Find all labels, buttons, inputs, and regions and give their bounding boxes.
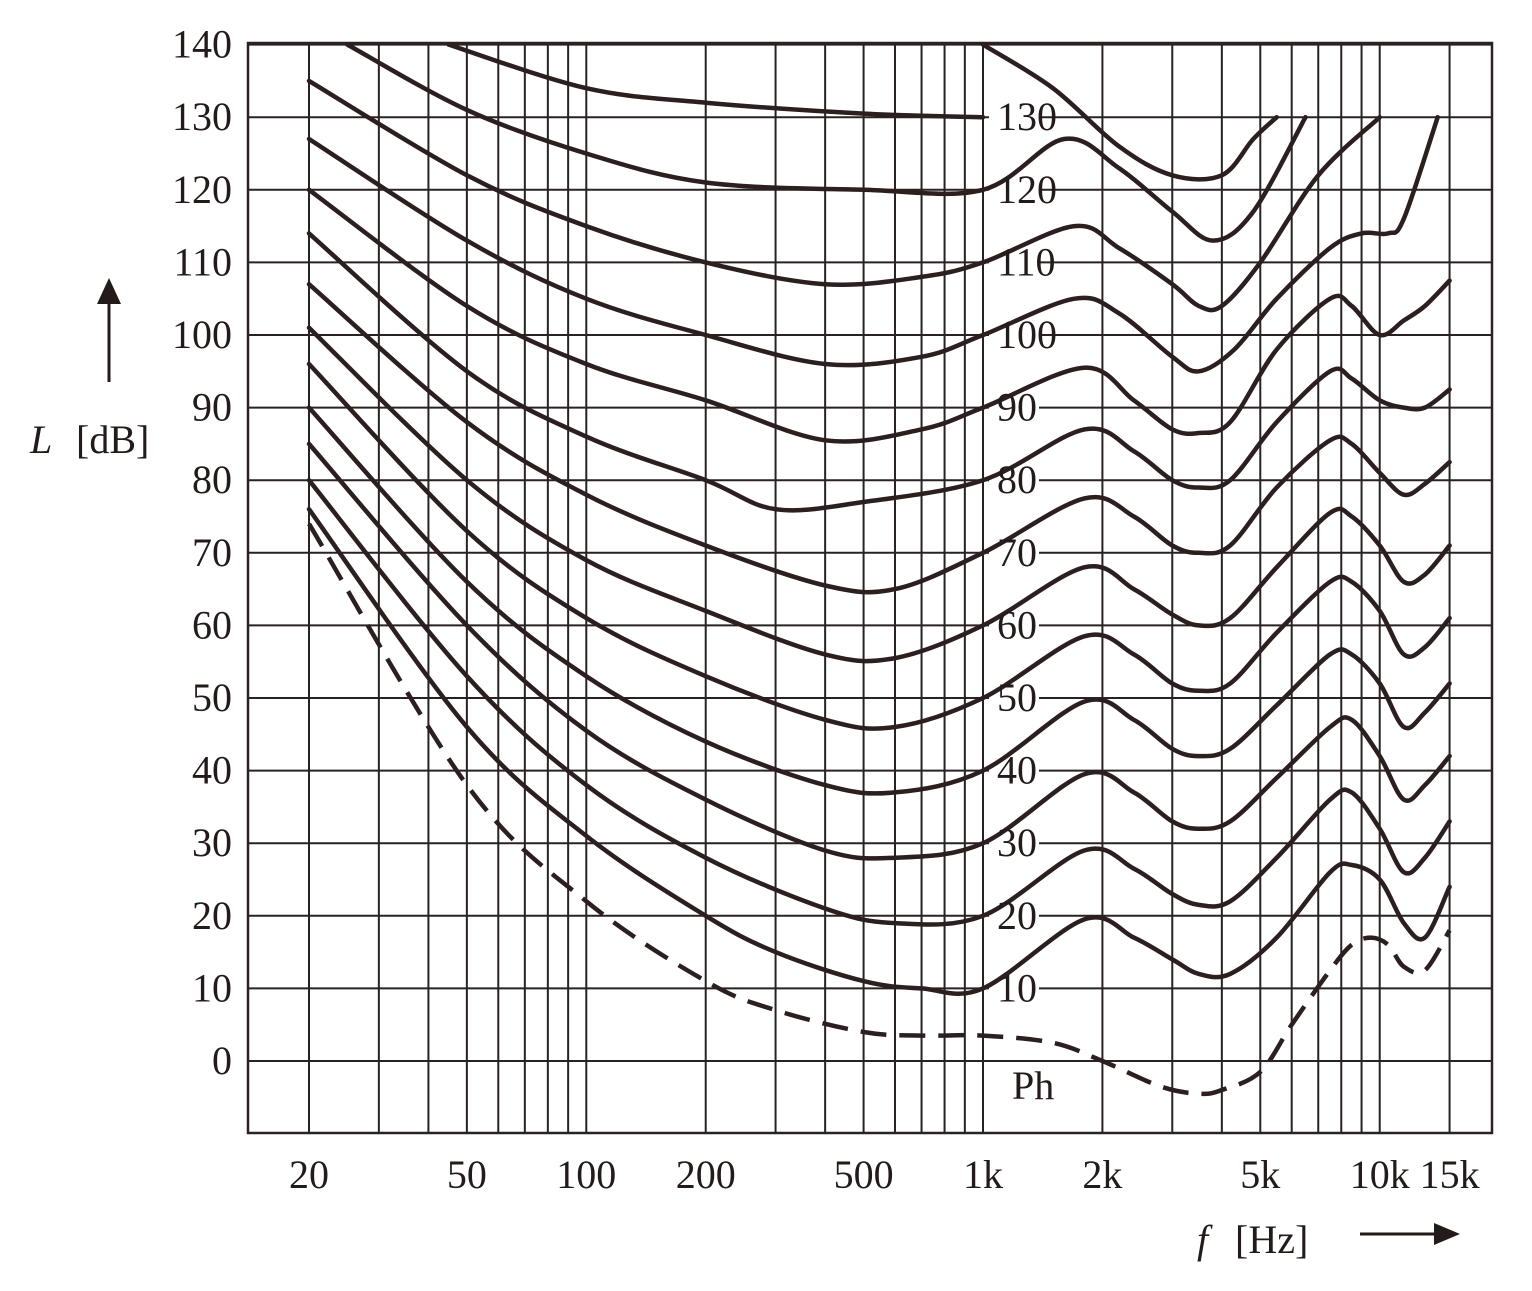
x-tick-label: 50 (447, 1152, 487, 1197)
level-label: 120 (997, 167, 1057, 212)
y-axis-title: L [dB] (29, 417, 149, 462)
level-label: 110 (997, 239, 1056, 284)
loudness-curve (306, 114, 1440, 374)
loudness-curve (306, 477, 1452, 927)
loudness-curve (306, 405, 1452, 796)
level-label: 30 (997, 820, 1037, 865)
x-tick-label: 10k (1350, 1152, 1410, 1197)
x-axis-unit: [Hz] (1235, 1217, 1308, 1262)
y-tick-label: 130 (172, 94, 232, 139)
y-tick-label: 30 (192, 820, 232, 865)
loudness-curve (306, 187, 1452, 444)
level-label: 100 (997, 312, 1057, 357)
y-tick-label: 110 (173, 239, 232, 284)
x-tick-label: 20 (289, 1152, 329, 1197)
x-axis-variable: f (1197, 1217, 1213, 1262)
loudness-curve (306, 281, 1452, 595)
x-tick-label: 100 (556, 1152, 616, 1197)
y-tick-label: 60 (192, 602, 232, 647)
level-label: 90 (997, 385, 1037, 430)
x-axis-title: f [Hz] (1197, 1217, 1308, 1262)
level-label: 40 (997, 748, 1037, 793)
y-axis-unit: [dB] (76, 417, 149, 462)
y-tick-label: 120 (172, 167, 232, 212)
y-tick-label: 20 (192, 893, 232, 938)
level-label: 10 (997, 965, 1037, 1010)
level-label: 50 (997, 675, 1037, 720)
y-axis-arrow-icon (97, 278, 121, 382)
loudness-curve (306, 325, 1452, 664)
level-label: 80 (997, 457, 1037, 502)
level-label: 60 (997, 602, 1037, 647)
level-label: 20 (997, 893, 1037, 938)
y-axis-variable: L (29, 417, 52, 462)
phon-unit-label: Ph (1012, 1063, 1054, 1108)
x-tick-label: 15k (1420, 1152, 1480, 1197)
loudness-curve (306, 231, 1452, 513)
y-tick-label: 0 (212, 1038, 232, 1083)
level-labels: 10 20 30 40 50 60 70 80 90 100 110 120 130 (997, 94, 1057, 1010)
x-tick-labels: 20 50 100 200 500 1k 2k 5k 10k 15k (289, 1152, 1480, 1197)
loudness-curve (306, 361, 1452, 731)
y-tick-label: 10 (192, 965, 232, 1010)
y-tick-label: 140 (172, 22, 232, 67)
y-tick-label: 90 (192, 385, 232, 430)
threshold-curve (307, 522, 1452, 1097)
curves (306, 42, 1452, 1097)
level-label: 70 (997, 530, 1037, 575)
x-axis-arrow-icon (1360, 1223, 1460, 1245)
y-tick-label: 40 (192, 748, 232, 793)
level-label: 130 (997, 94, 1057, 139)
y-tick-labels: 0 10 20 30 40 50 60 70 80 90 100 110 120 130 140 (172, 22, 232, 1083)
loudness-curve (345, 42, 1308, 243)
loudness-curve (306, 78, 1382, 313)
y-tick-label: 50 (192, 675, 232, 720)
x-tick-label: 1k (963, 1152, 1003, 1197)
x-tick-label: 200 (676, 1152, 736, 1197)
y-tick-label: 100 (172, 312, 232, 357)
plot-frame (246, 41, 1494, 1135)
y-tick-label: 80 (192, 457, 232, 502)
x-tick-label: 500 (834, 1152, 894, 1197)
loudness-curve (446, 42, 1279, 182)
loudness-curve (306, 506, 1452, 997)
loudness-curve (306, 441, 1452, 861)
y-tick-label: 70 (192, 530, 232, 575)
x-tick-label: 5k (1240, 1152, 1280, 1197)
x-tick-label: 2k (1082, 1152, 1122, 1197)
